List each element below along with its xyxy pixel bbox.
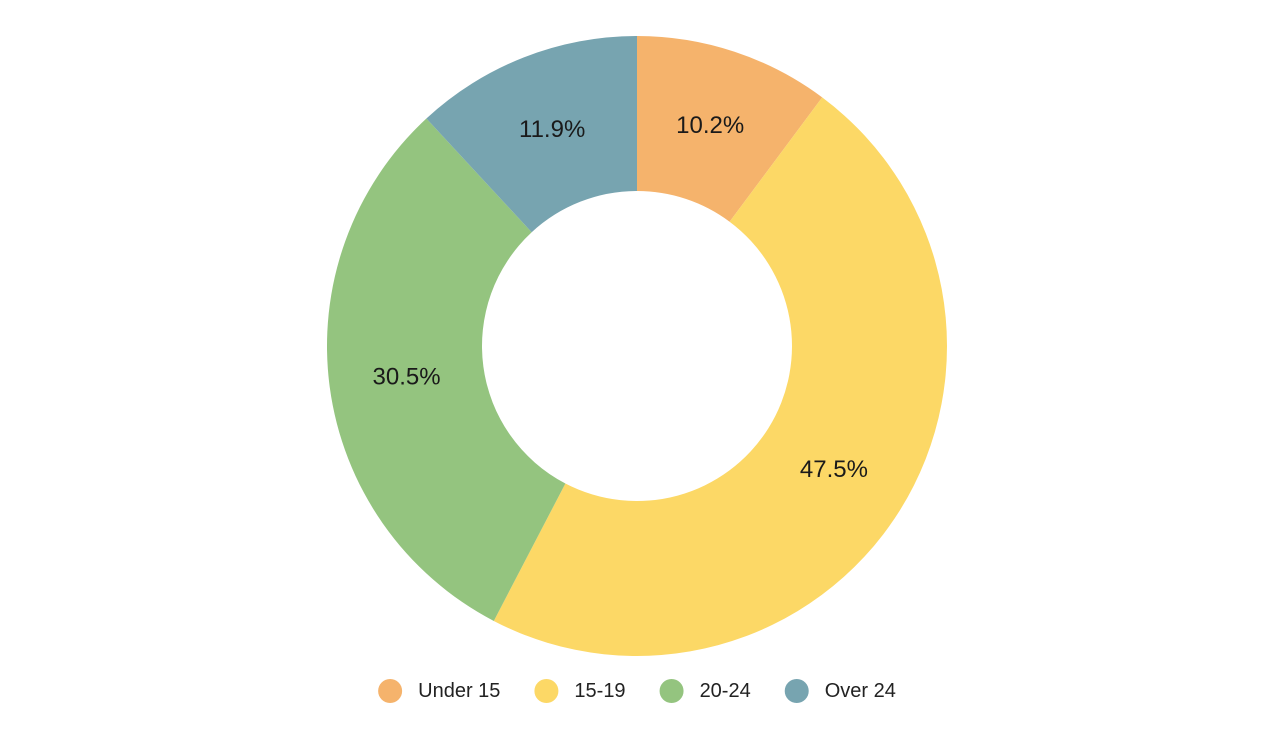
- slice-label: 10.2%: [676, 112, 744, 139]
- slice-under-15: [637, 36, 823, 222]
- slice-label: 47.5%: [800, 456, 868, 483]
- legend: Under 15 15-19 20-24 Over 24: [378, 679, 896, 703]
- legend-label: 15-19: [574, 680, 625, 702]
- legend-swatch: [534, 679, 559, 703]
- legend-swatch: [784, 679, 809, 703]
- slices-group: [326, 36, 947, 656]
- legend-item: 15-19: [534, 679, 626, 703]
- legend-swatch: [659, 679, 684, 703]
- slice-label: 11.9%: [519, 116, 585, 143]
- slice-label: 30.5%: [373, 363, 441, 390]
- legend-item: 20-24: [659, 679, 751, 703]
- slice-20-24: [326, 118, 566, 621]
- slice-over-24: [426, 36, 637, 233]
- slice-15-19: [493, 97, 947, 656]
- legend-item: Over 24: [784, 679, 896, 703]
- legend-label: Over 24: [825, 680, 896, 702]
- slice-labels-group: 10.2% 47.5% 30.5% 11.9%: [373, 112, 868, 483]
- legend-swatch: [378, 679, 403, 703]
- legend-label: Under 15: [418, 680, 500, 702]
- legend-item: Under 15: [378, 679, 500, 703]
- legend-label: 20-24: [700, 680, 751, 702]
